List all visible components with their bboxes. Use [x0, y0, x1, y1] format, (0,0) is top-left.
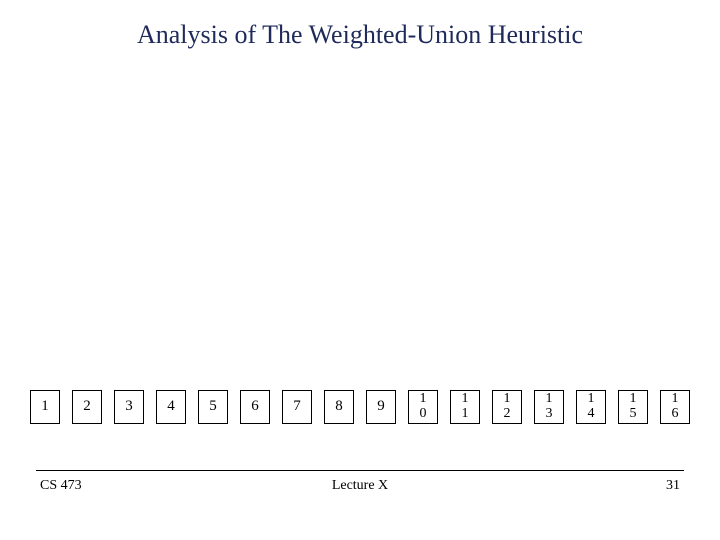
cell: 3 [114, 390, 144, 424]
cell: 2 [72, 390, 102, 424]
cell: 13 [534, 390, 564, 424]
cell: 15 [618, 390, 648, 424]
cell: 11 [450, 390, 480, 424]
cell: 14 [576, 390, 606, 424]
footer-lecture: Lecture X [0, 478, 720, 494]
cell: 1 [30, 390, 60, 424]
footer: CS 473 Lecture X 31 [0, 478, 720, 498]
cell: 16 [660, 390, 690, 424]
cell: 4 [156, 390, 186, 424]
cell: 9 [366, 390, 396, 424]
cell: 8 [324, 390, 354, 424]
cell: 6 [240, 390, 270, 424]
page-title: Analysis of The Weighted-Union Heuristic [0, 20, 720, 50]
cell: 5 [198, 390, 228, 424]
cell: 10 [408, 390, 438, 424]
cell: 7 [282, 390, 312, 424]
footer-divider [36, 470, 684, 471]
cells-row: 1 2 3 4 5 6 7 8 9 10 11 12 13 14 15 16 [20, 390, 700, 424]
cell: 12 [492, 390, 522, 424]
footer-page-number: 31 [666, 478, 680, 494]
